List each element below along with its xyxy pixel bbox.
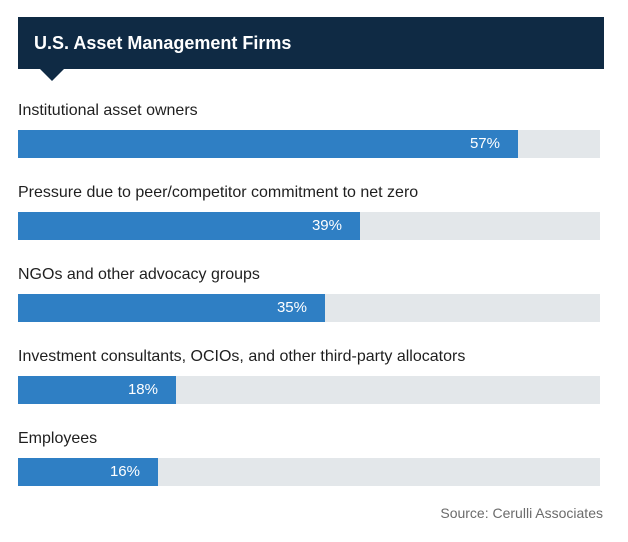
bar-track: 57%: [18, 130, 600, 158]
bar-value-label: 57%: [469, 135, 500, 152]
bar: 16%: [18, 458, 158, 486]
bar-track: 35%: [18, 294, 600, 322]
bar: 18%: [18, 376, 176, 404]
bar-category-label: Institutional asset owners: [18, 102, 198, 119]
bar-value-label: 16%: [109, 463, 140, 480]
source-note: Source: Cerulli Associates: [440, 505, 603, 521]
bar-row: Investment consultants, OCIOs, and other…: [18, 347, 600, 407]
bar-category-label: Employees: [18, 430, 98, 447]
chart-title: U.S. Asset Management Firms: [34, 33, 292, 53]
bar-row: Pressure due to peer/competitor commitme…: [18, 183, 600, 243]
bar-track: 18%: [18, 376, 600, 404]
bar-category-label: Investment consultants, OCIOs, and other…: [18, 348, 466, 365]
bar-row: Employees 16%: [18, 429, 600, 489]
bar-row: NGOs and other advocacy groups 35%: [18, 265, 600, 325]
bar: 35%: [18, 294, 325, 322]
bar-track: 16%: [18, 458, 600, 486]
bar-value-label: 39%: [311, 217, 342, 234]
bar-track: 39%: [18, 212, 600, 240]
header-pointer: [40, 69, 64, 81]
bar-category-label: NGOs and other advocacy groups: [18, 266, 260, 283]
bar-value-label: 35%: [276, 299, 307, 316]
bar-category-label: Pressure due to peer/competitor commitme…: [18, 184, 419, 201]
bar: 57%: [18, 130, 518, 158]
bar-value-label: 18%: [127, 381, 158, 398]
bar: 39%: [18, 212, 360, 240]
bar-row: Institutional asset owners 57%: [18, 101, 600, 161]
chart-header: U.S. Asset Management Firms: [18, 17, 604, 69]
